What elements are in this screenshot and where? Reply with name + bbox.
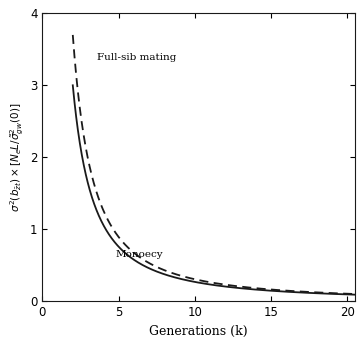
Y-axis label: $\sigma^2(b_{\bar{z}t}) \times [N_eL/\tilde{\sigma}_{gw}^2(0)]$: $\sigma^2(b_{\bar{z}t}) \times [N_eL/\ti… — [8, 102, 26, 212]
X-axis label: Generations (k): Generations (k) — [149, 325, 248, 338]
Text: Full-sib mating: Full-sib mating — [97, 53, 177, 62]
Text: Monoecy: Monoecy — [115, 249, 163, 258]
